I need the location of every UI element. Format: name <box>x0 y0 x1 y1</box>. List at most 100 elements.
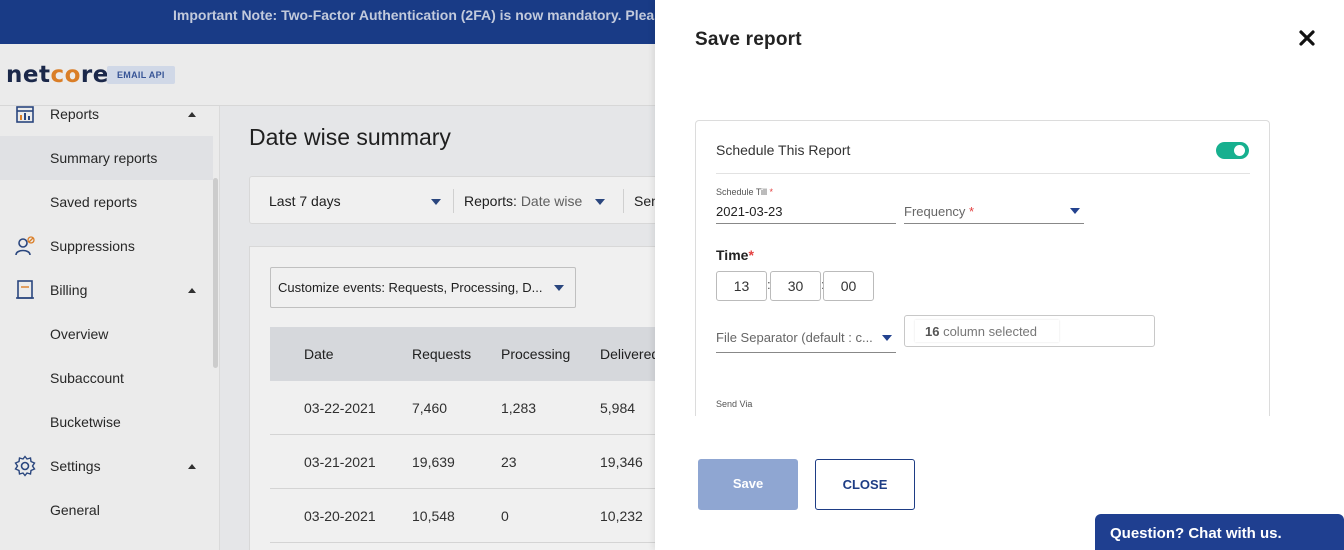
table-cell: 03-20-2021 <box>304 508 376 524</box>
hour-input[interactable]: 13 <box>716 271 767 301</box>
logo-part: co <box>50 62 81 88</box>
schedule-till-label: Schedule Till * <box>716 187 773 197</box>
sender-select[interactable]: Sen <box>634 193 659 209</box>
sidebar-item-suppressions[interactable]: Suppressions <box>0 224 213 268</box>
table-cell: 10,548 <box>412 508 455 524</box>
divider <box>716 173 1250 174</box>
schedule-till-input[interactable]: 2021-03-23 <box>716 204 783 219</box>
divider <box>623 189 624 213</box>
chevron-down-icon[interactable] <box>882 335 892 341</box>
customize-events-select[interactable]: Customize events: Requests, Processing, … <box>270 267 576 308</box>
banner-text: Important Note: Two-Factor Authenticatio… <box>173 7 718 23</box>
second-input[interactable]: 00 <box>823 271 874 301</box>
column-header[interactable]: Date <box>304 346 334 362</box>
product-tag: EMAIL API <box>107 66 175 84</box>
table-cell: 0 <box>501 508 509 524</box>
table-cell: 1,283 <box>501 400 537 416</box>
sidebar-item-label: Overview <box>50 326 109 342</box>
schedule-label: Schedule This Report <box>716 142 851 158</box>
customize-events-label: Customize events: Requests, Processing, … <box>278 280 543 295</box>
divider <box>453 189 454 213</box>
date-range-select[interactable]: Last 7 days <box>269 193 341 209</box>
save-button[interactable]: Save <box>698 459 798 510</box>
sidebar-item-label: Reports <box>50 106 100 122</box>
sidebar-item-label: Suppressions <box>50 238 135 254</box>
sidebar-item-label: Bucketwise <box>50 414 121 430</box>
sidebar-item-saved-reports[interactable]: Saved reports <box>0 180 213 224</box>
table-cell: 19,346 <box>600 454 643 470</box>
table-cell: 7,460 <box>412 400 448 416</box>
sidebar-item-label: Billing <box>50 282 88 298</box>
sidebar-item-general[interactable]: General <box>0 488 213 532</box>
time-colon: : <box>821 277 825 292</box>
column-selected-text: column selected <box>939 324 1038 339</box>
reports-icon <box>14 103 36 125</box>
table-cell: 03-22-2021 <box>304 400 376 416</box>
schedule-till-label-text: Schedule Till <box>716 187 768 197</box>
close-icon[interactable] <box>1297 28 1317 48</box>
column-header[interactable]: Delivered <box>600 346 660 362</box>
frequency-select[interactable]: Frequency * <box>904 204 974 219</box>
reports-type-value: Date wise <box>520 193 583 209</box>
input-underline <box>904 223 1084 224</box>
reports-type-select[interactable]: Reports: Date wise <box>464 193 582 209</box>
sidebar-item-label: Settings <box>50 458 101 474</box>
logo-part: re <box>80 62 109 88</box>
schedule-toggle[interactable] <box>1216 142 1249 159</box>
sidebar-item-label: General <box>50 502 100 518</box>
chevron-down-icon[interactable] <box>595 199 605 205</box>
netcore-logo[interactable]: netcore <box>6 62 109 88</box>
sidebar-item-subaccount[interactable]: Subaccount <box>0 356 213 400</box>
sidebar-item-label: Subaccount <box>50 370 124 386</box>
table-cell: 10,232 <box>600 508 643 524</box>
required-mark: * <box>769 187 774 197</box>
chat-widget-button[interactable]: Question? Chat with us. <box>1095 514 1344 550</box>
column-selector[interactable]: 16 column selected <box>904 315 1155 347</box>
frequency-label: Frequency <box>904 204 966 219</box>
sidebar-item-summary-reports[interactable]: Summary reports <box>0 136 213 180</box>
column-selected-chip[interactable]: 16 column selected <box>915 320 1059 342</box>
file-separator-select[interactable]: File Separator (default : c... <box>716 330 873 345</box>
save-report-drawer: Save report Schedule This Report Schedul… <box>655 0 1344 550</box>
table-row: 03-22-2021 7,460 1,283 5,984 <box>270 381 1130 435</box>
sidebar-item-bucketwise[interactable]: Bucketwise <box>0 400 213 444</box>
page-title: Date wise summary <box>249 124 451 150</box>
reports-type-label: Reports: <box>464 193 517 209</box>
billing-icon <box>14 279 36 301</box>
chevron-down-icon[interactable] <box>1070 208 1080 214</box>
suppressions-icon <box>14 235 36 257</box>
time-label-text: Time <box>716 247 749 263</box>
sidebar: Reports Summary reports Saved reports Su… <box>0 106 220 550</box>
column-header[interactable]: Processing <box>501 346 571 362</box>
sidebar-scrollbar[interactable] <box>213 178 218 368</box>
chevron-up-icon[interactable] <box>188 111 196 117</box>
send-via-label: Send Via <box>716 399 753 409</box>
table-cell: 03-21-2021 <box>304 454 376 470</box>
input-underline <box>716 223 896 224</box>
sidebar-item-settings[interactable]: Settings <box>0 444 213 488</box>
time-label: Time* <box>716 247 754 263</box>
sidebar-item-reports[interactable]: Reports <box>0 92 213 136</box>
time-colon: : <box>767 277 771 292</box>
close-button[interactable]: CLOSE <box>815 459 915 510</box>
table-cell: 19,639 <box>412 454 455 470</box>
chevron-up-icon[interactable] <box>188 463 196 469</box>
logo-part: net <box>6 62 51 88</box>
chevron-down-icon <box>554 285 564 291</box>
chevron-up-icon[interactable] <box>188 287 196 293</box>
table-cell: 23 <box>501 454 517 470</box>
chevron-down-icon[interactable] <box>431 199 441 205</box>
sidebar-item-label: Saved reports <box>50 194 138 210</box>
gear-icon <box>14 455 36 477</box>
column-header[interactable]: Requests <box>412 346 472 362</box>
table-cell: 5,984 <box>600 400 636 416</box>
sidebar-item-billing[interactable]: Billing <box>0 268 213 312</box>
drawer-title: Save report <box>695 29 802 50</box>
input-underline <box>716 352 896 353</box>
column-count: 16 <box>925 324 940 339</box>
sidebar-item-overview[interactable]: Overview <box>0 312 213 356</box>
sidebar-item-label: Summary reports <box>50 150 158 166</box>
schedule-card: Schedule This Report Schedule Till * 202… <box>695 120 1270 416</box>
minute-input[interactable]: 30 <box>770 271 821 301</box>
modal-backdrop[interactable] <box>0 0 655 550</box>
